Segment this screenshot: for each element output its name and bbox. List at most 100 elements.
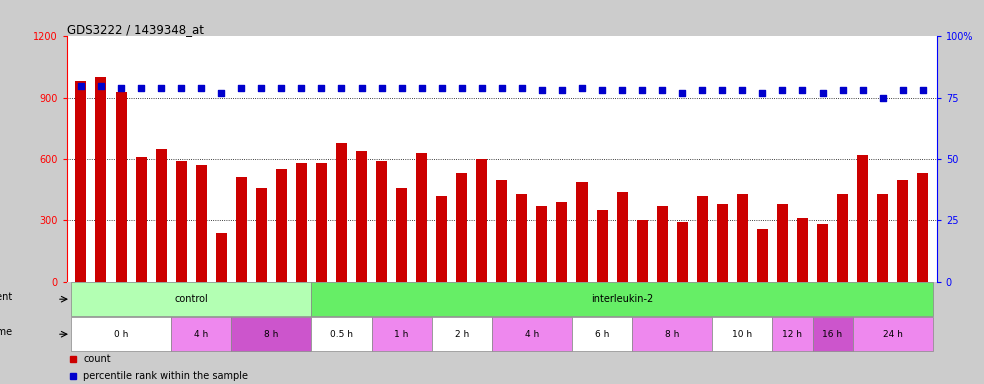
Bar <box>76 81 87 282</box>
Text: 8 h: 8 h <box>264 330 278 339</box>
Bar <box>496 179 508 282</box>
Point <box>254 85 270 91</box>
Text: GDS3222 / 1439348_at: GDS3222 / 1439348_at <box>67 23 204 36</box>
Point <box>414 85 430 91</box>
Bar <box>757 228 768 282</box>
Bar <box>276 169 287 282</box>
Bar <box>797 218 808 282</box>
Bar <box>115 92 127 282</box>
Point <box>154 85 169 91</box>
Point <box>674 90 690 96</box>
Bar <box>777 204 788 282</box>
Point <box>454 85 469 91</box>
Point <box>594 87 610 93</box>
Text: time: time <box>0 328 13 338</box>
Text: count: count <box>84 354 111 364</box>
Bar <box>656 206 668 282</box>
Point <box>474 85 490 91</box>
Text: interleukin-2: interleukin-2 <box>591 294 653 304</box>
Text: 24 h: 24 h <box>883 330 902 339</box>
Bar <box>492 318 572 351</box>
Point <box>293 85 309 91</box>
Bar <box>256 188 267 282</box>
Bar <box>897 179 908 282</box>
Bar <box>311 318 372 351</box>
Bar <box>155 149 166 282</box>
Bar <box>677 222 688 282</box>
Bar <box>476 159 487 282</box>
Point <box>915 87 931 93</box>
Bar <box>557 202 568 282</box>
Text: agent: agent <box>0 293 13 303</box>
Bar <box>215 233 226 282</box>
Point <box>133 85 149 91</box>
Point <box>514 85 529 91</box>
Point <box>314 85 330 91</box>
Point <box>214 90 229 96</box>
Point <box>574 85 589 91</box>
Bar <box>572 318 632 351</box>
Point <box>614 87 630 93</box>
Text: 0 h: 0 h <box>114 330 128 339</box>
Text: control: control <box>174 294 208 304</box>
Bar <box>917 174 928 282</box>
Bar <box>236 177 247 282</box>
Bar <box>316 163 327 282</box>
Point <box>834 87 850 93</box>
Point <box>894 87 910 93</box>
Bar <box>376 161 387 282</box>
Point <box>334 85 349 91</box>
Point <box>554 87 570 93</box>
Point <box>855 87 871 93</box>
Bar <box>436 196 447 282</box>
Bar <box>517 194 527 282</box>
Text: 10 h: 10 h <box>732 330 753 339</box>
Text: 12 h: 12 h <box>782 330 803 339</box>
Point <box>774 87 790 93</box>
Bar <box>71 282 311 316</box>
Bar <box>617 192 628 282</box>
Bar <box>577 182 587 282</box>
Text: 6 h: 6 h <box>595 330 609 339</box>
Point <box>374 85 390 91</box>
Point <box>353 85 369 91</box>
Text: 4 h: 4 h <box>524 330 539 339</box>
Bar <box>457 174 467 282</box>
Bar <box>397 188 407 282</box>
Bar <box>356 151 367 282</box>
Point <box>755 90 770 96</box>
Text: 4 h: 4 h <box>194 330 209 339</box>
Bar <box>231 318 311 351</box>
Bar <box>637 220 647 282</box>
Point <box>113 85 129 91</box>
Bar <box>857 155 868 282</box>
Point <box>173 85 189 91</box>
Point <box>434 85 450 91</box>
Point <box>795 87 811 93</box>
Bar <box>632 318 712 351</box>
Text: percentile rank within the sample: percentile rank within the sample <box>84 371 248 381</box>
Bar <box>697 196 707 282</box>
Bar <box>772 318 813 351</box>
Bar <box>432 318 492 351</box>
Point <box>695 87 710 93</box>
Bar <box>136 157 147 282</box>
Point <box>714 87 730 93</box>
Text: 8 h: 8 h <box>665 330 679 339</box>
Bar <box>716 204 728 282</box>
Bar <box>196 165 207 282</box>
Bar <box>311 282 933 316</box>
Bar <box>372 318 432 351</box>
Point <box>654 87 670 93</box>
Bar <box>712 318 772 351</box>
Bar <box>817 225 828 282</box>
Point <box>494 85 510 91</box>
Point <box>534 87 550 93</box>
Bar <box>877 194 889 282</box>
Point <box>193 85 209 91</box>
Bar <box>852 318 933 351</box>
Text: 0.5 h: 0.5 h <box>330 330 353 339</box>
Bar <box>71 318 171 351</box>
Point <box>815 90 830 96</box>
Text: 2 h: 2 h <box>455 330 469 339</box>
